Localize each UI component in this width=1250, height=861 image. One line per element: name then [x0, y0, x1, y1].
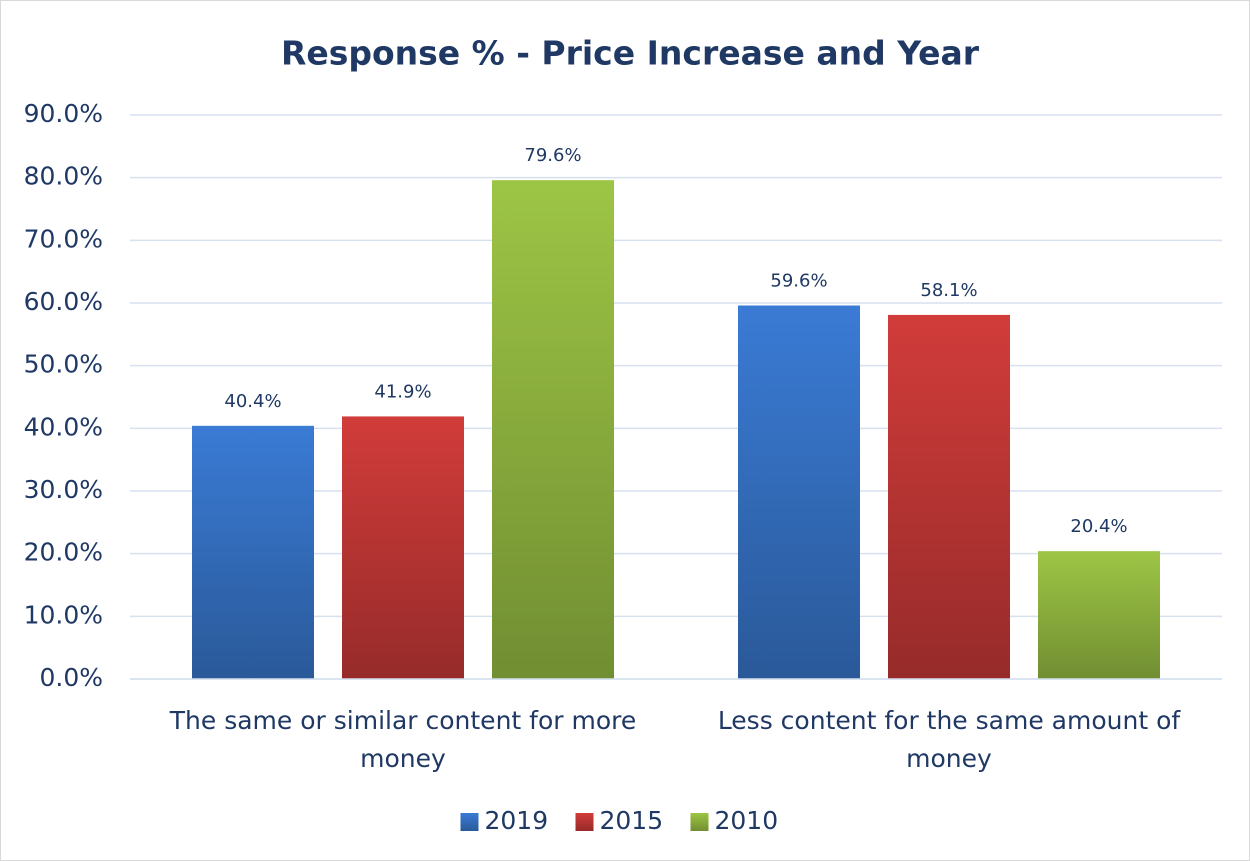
bar: [342, 416, 464, 679]
legend-label: 2010: [715, 806, 779, 835]
data-label: 20.4%: [1070, 516, 1127, 537]
y-tick-label: 30.0%: [24, 475, 103, 504]
bar: [492, 180, 614, 679]
bar: [192, 425, 314, 679]
y-tick-label: 10.0%: [24, 600, 103, 629]
y-tick-label: 60.0%: [24, 287, 103, 316]
legend-label: 2019: [485, 806, 549, 835]
bar: [738, 305, 860, 679]
x-tick-label: Less content for the same amount of mone…: [717, 706, 1181, 773]
legend-label: 2015: [600, 806, 664, 835]
y-tick-label: 50.0%: [24, 350, 103, 379]
legend-swatch: [575, 813, 594, 831]
y-tick-label: 90.0%: [24, 99, 103, 128]
legend-swatch: [690, 813, 709, 831]
data-label: 58.1%: [920, 280, 977, 301]
x-tick-label: The same or similar content for more mon…: [169, 706, 637, 773]
y-tick-label: 80.0%: [24, 162, 103, 191]
y-tick-label: 40.0%: [24, 412, 103, 441]
data-label: 79.6%: [524, 145, 581, 166]
bar: [888, 314, 1010, 679]
y-tick-label: 0.0%: [39, 663, 103, 692]
legend-swatch: [460, 813, 479, 831]
y-tick-label: 20.0%: [24, 538, 103, 567]
data-label: 41.9%: [374, 381, 431, 402]
bar: [1038, 551, 1160, 679]
data-label: 40.4%: [224, 391, 281, 412]
y-tick-label: 70.0%: [24, 224, 103, 253]
chart-title: Response % - Price Increase and Year: [281, 34, 980, 73]
data-label: 59.6%: [770, 271, 827, 292]
